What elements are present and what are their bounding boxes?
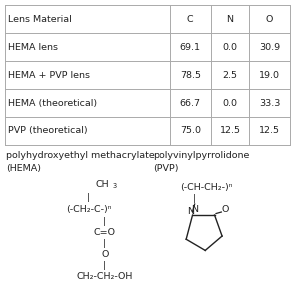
Text: polyhydroxyethyl methacrylate
(HEMA): polyhydroxyethyl methacrylate (HEMA) [6, 152, 155, 173]
Text: 69.1: 69.1 [180, 43, 201, 52]
Text: polyvinylpyrrolidone
(PVP): polyvinylpyrrolidone (PVP) [153, 152, 250, 173]
Text: Lens Material: Lens Material [8, 15, 72, 24]
Text: 3: 3 [112, 183, 116, 189]
Text: HEMA + PVP lens: HEMA + PVP lens [8, 70, 90, 80]
Text: N: N [191, 206, 198, 214]
Text: C=O: C=O [94, 228, 116, 237]
Text: 19.0: 19.0 [259, 70, 280, 80]
Text: CH: CH [96, 180, 109, 189]
Text: 12.5: 12.5 [259, 126, 280, 135]
Text: |: | [193, 194, 196, 203]
Text: 78.5: 78.5 [180, 70, 201, 80]
Text: 75.0: 75.0 [180, 126, 201, 135]
Text: 33.3: 33.3 [259, 98, 280, 108]
Text: |: | [103, 217, 106, 226]
Text: N: N [188, 207, 195, 216]
Text: 30.9: 30.9 [259, 43, 280, 52]
Text: |: | [87, 193, 90, 202]
Text: (-CH-CH₂-)ⁿ: (-CH-CH₂-)ⁿ [180, 183, 233, 192]
Text: CH₂-CH₂-OH: CH₂-CH₂-OH [76, 272, 133, 281]
Text: |: | [103, 239, 106, 248]
Text: 12.5: 12.5 [219, 126, 241, 135]
Text: O: O [266, 15, 273, 24]
Text: HEMA (theoretical): HEMA (theoretical) [8, 98, 97, 108]
Text: O: O [221, 205, 229, 214]
Text: HEMA lens: HEMA lens [8, 43, 58, 52]
Text: O: O [101, 250, 109, 259]
Text: 0.0: 0.0 [223, 43, 237, 52]
Text: 66.7: 66.7 [180, 98, 201, 108]
Text: N: N [227, 15, 234, 24]
Text: 0.0: 0.0 [223, 98, 237, 108]
Text: |: | [103, 261, 106, 270]
Text: 2.5: 2.5 [223, 70, 237, 80]
Text: C: C [187, 15, 194, 24]
Text: PVP (theoretical): PVP (theoretical) [8, 126, 88, 135]
Text: (-CH₂-C-)ⁿ: (-CH₂-C-)ⁿ [66, 205, 111, 214]
